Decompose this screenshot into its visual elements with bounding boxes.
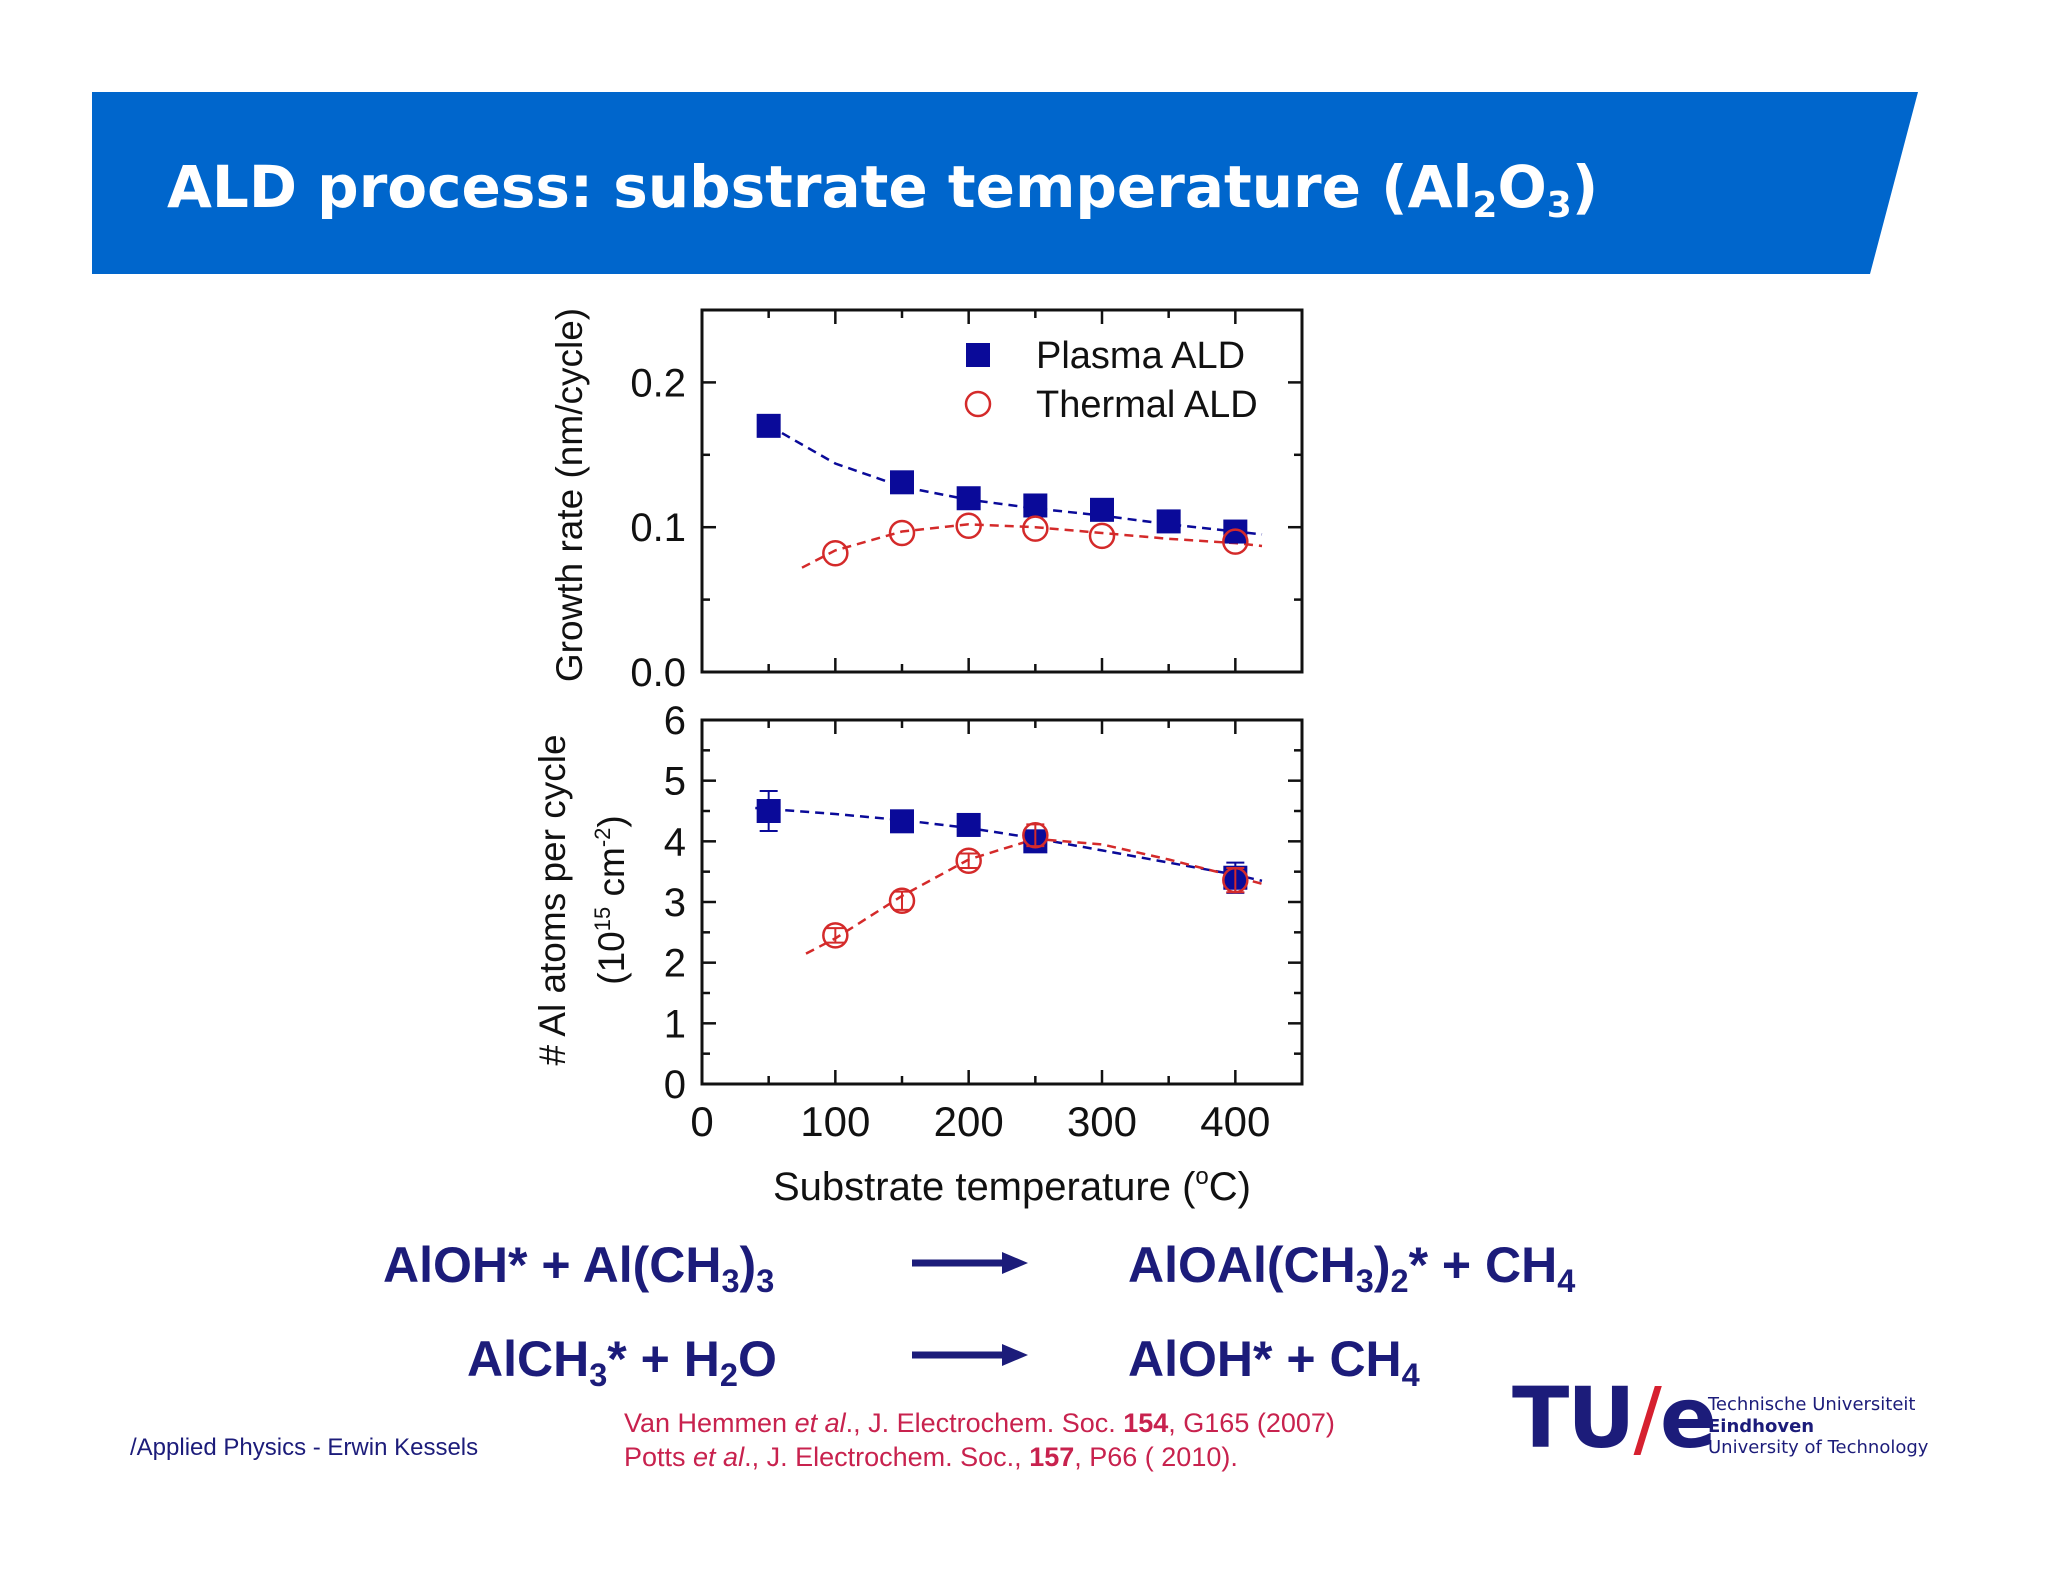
equation-1-arrow — [912, 1252, 1028, 1274]
plasma-data-point — [1023, 493, 1048, 518]
plasma-data-point — [756, 799, 781, 823]
y-tick-label: 5 — [664, 760, 686, 804]
y-tick-label: 4 — [664, 820, 686, 864]
reference-1: Van Hemmen et al., J. Electrochem. Soc. … — [624, 1408, 1335, 1438]
x-tick-label: 100 — [800, 1098, 870, 1145]
al-atoms-panel: 0 1 2 3 4 5 6 0 100 200 300 400 — [664, 699, 1304, 1145]
logo-slash: / — [1633, 1369, 1662, 1467]
x-axis-label: Substrate temperature (oC) — [773, 1163, 1251, 1209]
plasma-data-point — [756, 413, 781, 438]
y-tick-label: 6 — [664, 699, 686, 743]
thermal-data-point — [955, 847, 982, 874]
equation-1-products: AlOAl(CH3)2* + CH4 — [1128, 1237, 1576, 1299]
plot-frame — [700, 718, 1304, 1086]
y-tick-label: 0 — [664, 1063, 686, 1107]
plasma-data-point — [890, 470, 914, 495]
thermal-data-point — [1022, 822, 1049, 849]
logo-line-3: University of Technology — [1708, 1437, 1929, 1459]
x-tick-label: 200 — [934, 1098, 1004, 1145]
plasma-data-point — [956, 486, 981, 511]
slide-title: ALD process: substrate temperature (Al2O… — [167, 153, 1599, 227]
thermal-data-point — [888, 887, 916, 915]
legend-thermal-label: Thermal ALD — [1036, 384, 1258, 426]
y-tick-label: 0.2 — [630, 361, 686, 405]
equation-2-products: AlOH* + CH4 — [1128, 1331, 1420, 1393]
thermal-data-point — [822, 540, 849, 567]
tue-logo-text: Technische Universiteit Eindhoven Univer… — [1708, 1394, 1928, 1459]
plasma-fit-curve — [755, 806, 1263, 883]
thermal-data-point — [1088, 522, 1116, 550]
bottom-ylabel-line1: # Al atoms per cycle — [532, 734, 573, 1065]
tue-logo: TU/e Technische Universiteit Eindhoven U… — [1512, 1376, 1942, 1492]
equation-2-reactants: AlCH3* + H2O — [467, 1331, 777, 1393]
equation-2-arrow — [912, 1344, 1028, 1366]
footer-author: /Applied Physics - Erwin Kessels — [130, 1434, 479, 1461]
x-tick-label: 400 — [1200, 1098, 1270, 1145]
thermal-data-point — [822, 922, 849, 949]
y-tick-label: 3 — [664, 881, 686, 925]
title-banner-shape — [92, 92, 1918, 274]
reference-2: Potts et al., J. Electrochem. Soc., 157,… — [624, 1442, 1238, 1472]
plasma-data-point — [956, 812, 981, 837]
growth-rate-panel: 0.0 0.1 0.2 Plasma ALD Thermal ALD — [630, 308, 1304, 695]
thermal-data-point — [1022, 515, 1049, 542]
plot-frame — [700, 308, 1304, 674]
legend-plasma-label: Plasma ALD — [1036, 335, 1245, 377]
y-tick-label: 0.1 — [630, 506, 686, 550]
y-tick-label: 1 — [664, 1002, 686, 1046]
plasma-data-point — [1090, 497, 1114, 522]
x-tick-label: 0 — [690, 1098, 713, 1145]
thermal-data-point — [888, 519, 916, 547]
legend-plasma-marker — [966, 343, 990, 367]
y-tick-label: 2 — [664, 942, 686, 986]
x-tick-label: 300 — [1067, 1098, 1137, 1145]
thermal-fit-curve — [805, 837, 1263, 955]
tue-logo-mark: TU/e — [1512, 1369, 1717, 1467]
thermal-data-point — [1222, 866, 1249, 894]
thermal-fit-curve — [801, 523, 1263, 569]
plasma-fit-curve — [781, 432, 1263, 536]
logo-line-2: Eindhoven — [1708, 1415, 1815, 1437]
legend-thermal-marker — [964, 390, 992, 418]
y-tick-label: 0.0 — [630, 651, 686, 695]
top-ylabel: Growth rate (nm/cycle) — [549, 308, 590, 682]
thermal-data-point — [1222, 528, 1249, 555]
thermal-data-point — [955, 512, 982, 540]
plasma-data-point — [890, 809, 914, 834]
bottom-ylabel-line2: (1015 cm-2) — [590, 815, 632, 984]
equation-1-reactants: AlOH* + Al(CH3)3 — [383, 1237, 775, 1299]
logo-line-1: Technische Universiteit — [1708, 1394, 1916, 1415]
plasma-data-point — [1156, 509, 1181, 534]
